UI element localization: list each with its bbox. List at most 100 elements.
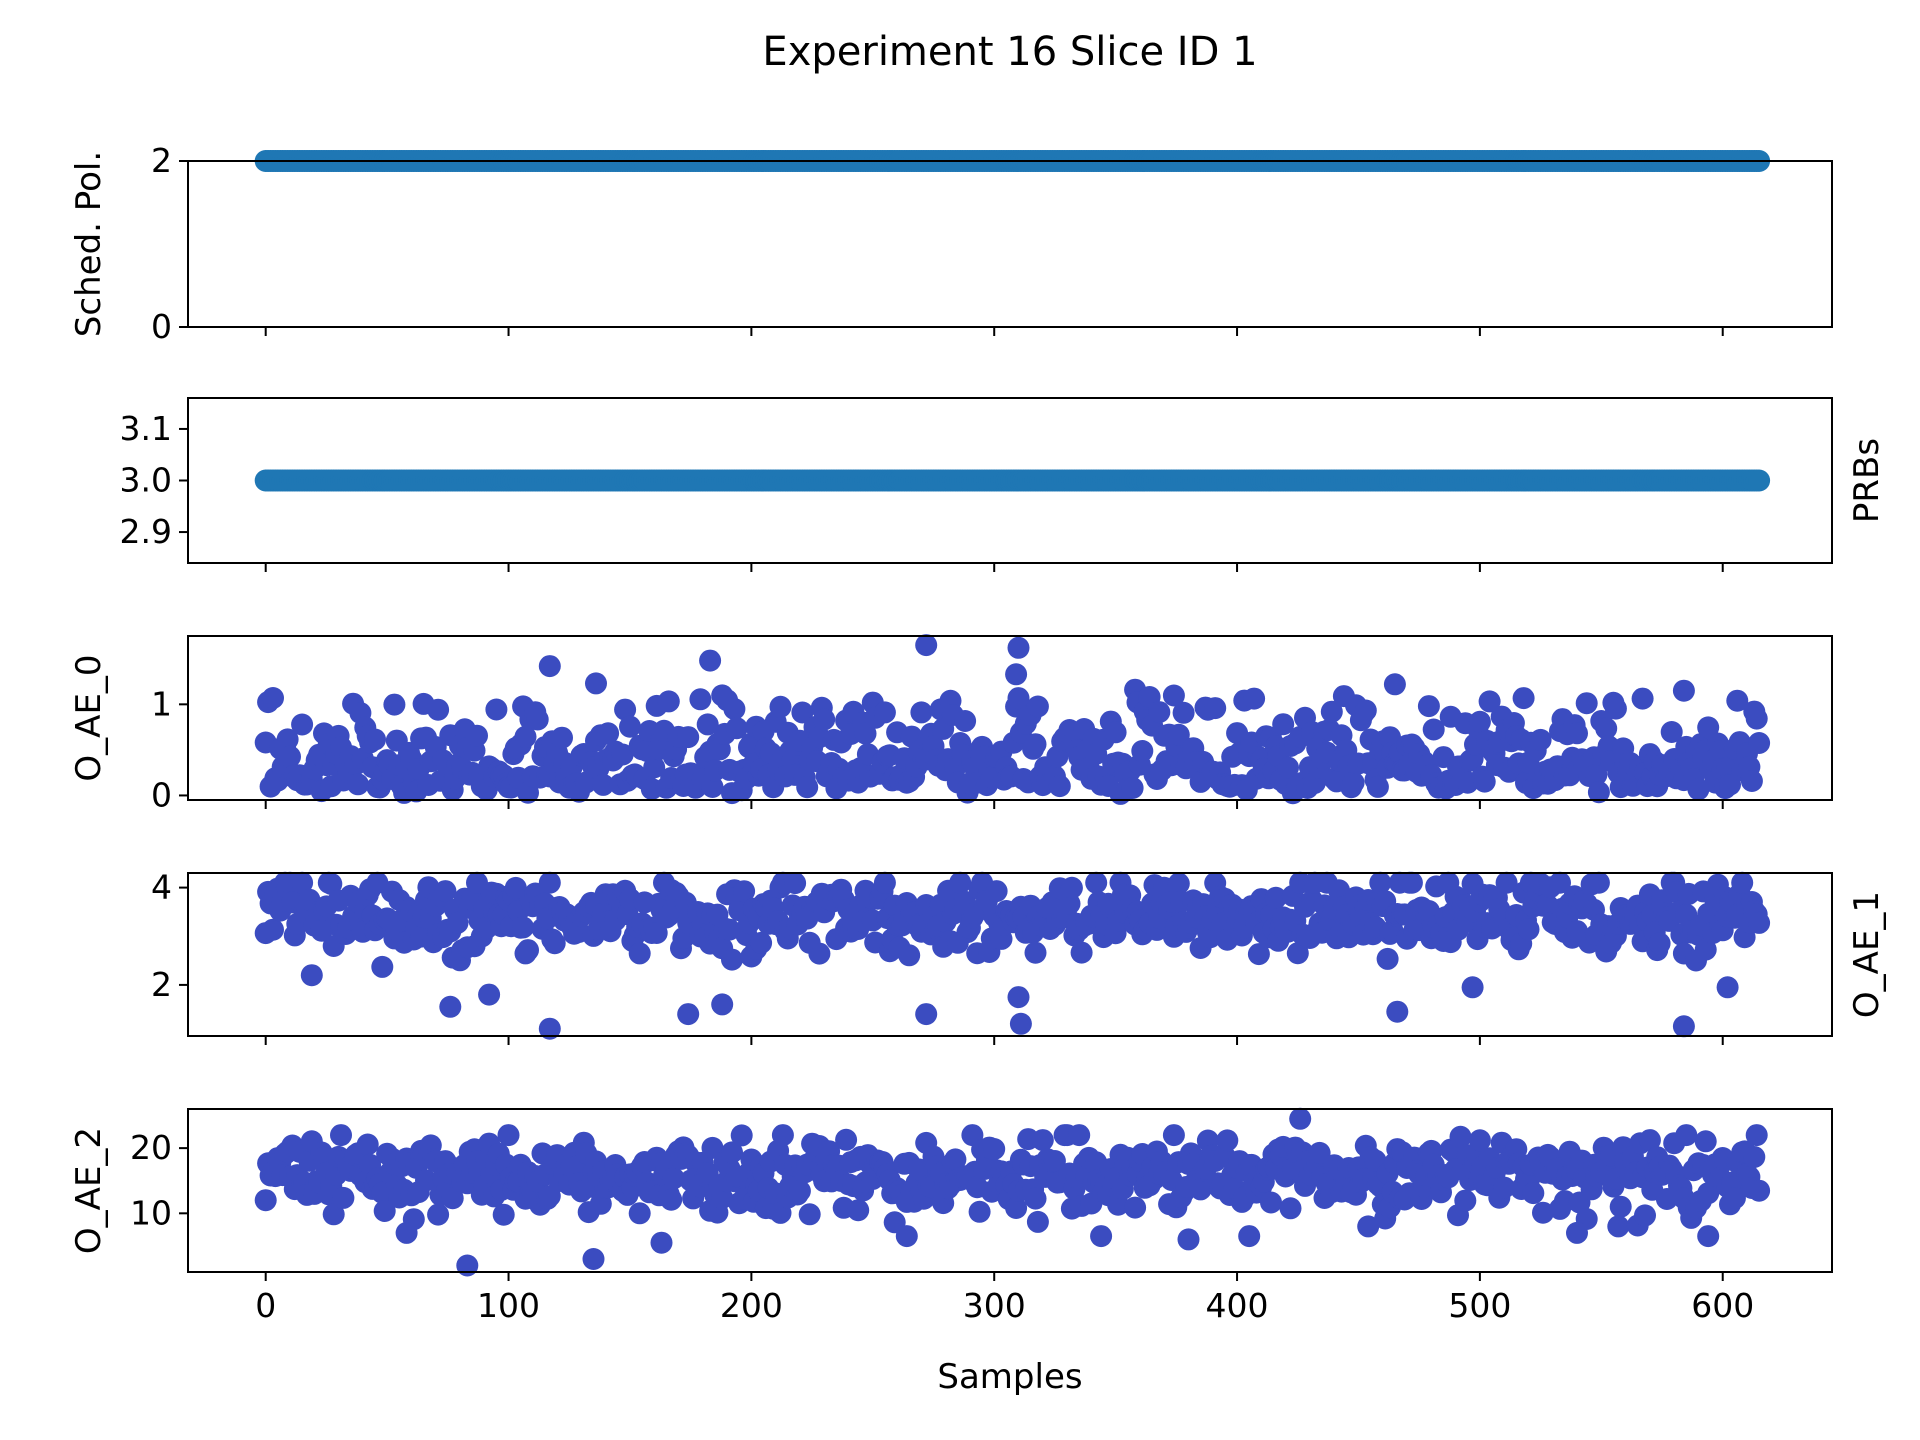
data-point: [1026, 695, 1049, 718]
data-point: [657, 690, 680, 713]
data-point: [628, 1202, 651, 1225]
data-point: [1243, 687, 1266, 710]
x-tick-label: 0: [255, 1286, 276, 1325]
outlier-point: [1289, 1107, 1312, 1130]
data-point: [1549, 871, 1571, 894]
data-point: [504, 876, 527, 899]
outlier-point: [1461, 976, 1484, 999]
x-tick-label: 300: [963, 1286, 1026, 1325]
data-point: [1024, 733, 1047, 756]
data-point: [1354, 699, 1377, 722]
y-tick-label: 2.9: [120, 512, 172, 551]
data-point: [1204, 697, 1227, 720]
data-point: [1522, 1182, 1545, 1205]
y-tick-label: 0: [151, 775, 172, 814]
data-point: [985, 880, 1008, 903]
data-point: [1745, 1124, 1768, 1147]
data-point: [1279, 1197, 1302, 1220]
data-point: [592, 773, 615, 796]
x-tick-label: 600: [1691, 1286, 1754, 1325]
outlier-point: [915, 1003, 938, 1026]
data-point: [262, 687, 284, 709]
data-point: [784, 872, 807, 895]
data-point: [1468, 1129, 1491, 1152]
y-tick-label: 2: [151, 141, 172, 180]
data-point: [1060, 876, 1083, 899]
data-point: [466, 724, 488, 747]
data-point: [427, 1203, 450, 1226]
data-point: [434, 880, 457, 903]
data-point: [1694, 1130, 1717, 1153]
data-point: [968, 1200, 991, 1223]
data-point: [276, 728, 299, 751]
y-tick-label: 1: [151, 684, 172, 723]
y-tick-label: 10: [130, 1193, 172, 1232]
data-point: [1529, 728, 1552, 751]
data-point: [1634, 1204, 1656, 1227]
data-point: [907, 1158, 930, 1181]
data-point: [898, 944, 921, 967]
data-point: [798, 1203, 821, 1226]
data-point: [279, 745, 301, 768]
y-tick-label: 20: [130, 1128, 172, 1167]
data-point: [291, 871, 314, 894]
y-axis-label: Sched. Pol.: [69, 151, 109, 337]
data-point: [949, 871, 972, 894]
data-point: [1070, 941, 1093, 964]
data-point: [689, 688, 712, 711]
data-point: [1697, 716, 1720, 739]
data-point: [677, 726, 700, 749]
data-point: [1043, 1150, 1066, 1172]
data-point: [1740, 770, 1763, 792]
panel-0: 0 2 Sched. Pol.: [69, 141, 1833, 346]
outlier-point: [439, 995, 462, 1018]
data-point: [701, 776, 724, 798]
data-point: [944, 1148, 967, 1171]
data-point: [1575, 692, 1598, 715]
panel-4: 0 100 200 300 400 500 600 10 20 O_AE_2: [69, 1107, 1833, 1325]
data-point: [1247, 943, 1270, 966]
outlier-point: [699, 649, 722, 672]
data-point: [1048, 775, 1071, 798]
data-point: [723, 698, 746, 720]
outlier-point: [1386, 1000, 1409, 1023]
data-point: [1400, 871, 1423, 894]
data-point: [1024, 941, 1047, 964]
outlier-point: [1566, 1221, 1588, 1244]
data-point: [1369, 871, 1392, 894]
outlier-point: [711, 993, 734, 1016]
panel-3-points: [254, 871, 1771, 1040]
data-point: [1449, 1125, 1472, 1148]
data-point: [1532, 1201, 1554, 1224]
panel-4-frame: [187, 1108, 1833, 1273]
data-point: [373, 1200, 396, 1222]
data-point: [1743, 1146, 1766, 1168]
data-point: [1631, 687, 1654, 710]
data-point: [538, 871, 561, 894]
data-point: [1726, 689, 1749, 712]
data-point: [517, 781, 539, 804]
data-point: [873, 701, 896, 724]
data-point: [254, 1189, 277, 1212]
data-point: [1493, 1176, 1516, 1199]
data-point: [1609, 1195, 1632, 1218]
data-point: [954, 710, 977, 732]
data-point: [1286, 942, 1309, 965]
panels: 0 2 Sched. Pol. 2.9 3.0 3.1 PRBs 0 1 O_AE_0 2 4 O_AE…: [69, 141, 1887, 1325]
data-point: [1124, 1196, 1147, 1219]
data-point: [808, 942, 831, 965]
outlier-point: [677, 1003, 700, 1026]
y-axis-label: PRBs: [1847, 438, 1887, 523]
data-point: [1731, 871, 1754, 894]
data-point: [1189, 1178, 1212, 1201]
data-point: [813, 708, 836, 731]
data-point: [1638, 1129, 1661, 1152]
y-tick-label: 3.1: [120, 409, 172, 448]
data-point: [1473, 770, 1496, 793]
panel-0-frame: [187, 160, 1833, 328]
outlier-point: [915, 634, 938, 657]
data-point: [512, 916, 535, 939]
data-point: [628, 942, 651, 965]
data-point: [1512, 687, 1535, 710]
data-point: [750, 931, 773, 954]
